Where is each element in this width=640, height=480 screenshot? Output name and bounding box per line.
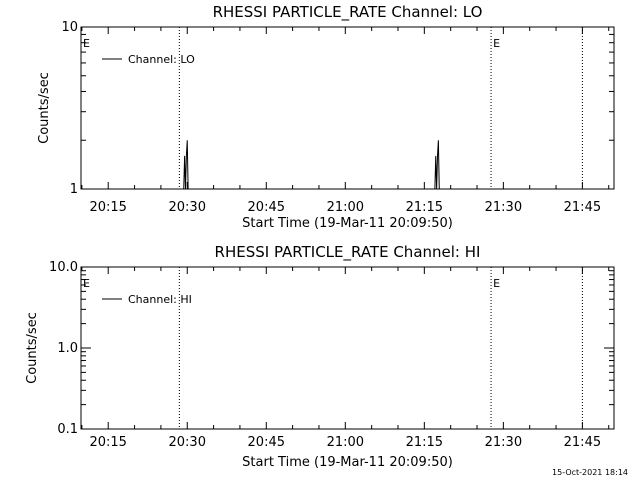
timestamp-label: 15-Oct-2021 18:14 xyxy=(552,468,628,477)
x-tick-label: 20:45 xyxy=(248,435,285,450)
series-line xyxy=(183,140,440,190)
x-tick-label: 20:45 xyxy=(248,200,285,215)
x-tick-label: 21:45 xyxy=(564,200,601,215)
legend-entry: Channel: HI xyxy=(128,293,192,306)
x-tick-label: 20:30 xyxy=(169,435,206,450)
y-tick-label: 10.0 xyxy=(49,260,78,275)
chart-title: RHESSI PARTICLE_RATE Channel: LO xyxy=(213,3,483,22)
x-tick-label: 21:00 xyxy=(327,435,364,450)
x-tick-label: 21:00 xyxy=(327,200,364,215)
y-tick-label: 10 xyxy=(61,20,78,35)
x-tick-label: 21:15 xyxy=(406,435,443,450)
y-axis-label: Counts/sec xyxy=(37,72,52,144)
event-marker-label: E xyxy=(83,37,90,50)
x-axis-label: Start Time (19-Mar-11 20:09:50) xyxy=(242,455,453,470)
legend-entry: Channel: LO xyxy=(128,53,195,66)
event-marker-label: E xyxy=(493,277,500,290)
x-tick-label: 20:15 xyxy=(89,200,126,215)
x-tick-label: 20:15 xyxy=(89,435,126,450)
y-tick-label: 1.0 xyxy=(57,341,78,356)
x-tick-label: 21:30 xyxy=(485,200,522,215)
x-axis-label: Start Time (19-Mar-11 20:09:50) xyxy=(242,216,453,231)
x-tick-label: 21:45 xyxy=(564,435,601,450)
panel-lo-channel: RHESSI PARTICLE_RATE Channel: LO 20:15 20:… xyxy=(37,3,615,231)
x-tick-label: 21:30 xyxy=(485,435,522,450)
y-axis-label: Counts/sec xyxy=(25,312,40,384)
x-tick-label: 21:15 xyxy=(406,200,443,215)
event-marker-label: E xyxy=(83,277,90,290)
chart-title: RHESSI PARTICLE_RATE Channel: HI xyxy=(215,243,481,262)
event-marker-label: E xyxy=(493,37,500,50)
panel-hi-channel: RHESSI PARTICLE_RATE Channel: HI 20:15 20:… xyxy=(25,243,615,470)
x-tick-label: 20:30 xyxy=(169,200,206,215)
y-tick-label: 1 xyxy=(70,182,78,197)
y-tick-label: 0.1 xyxy=(57,422,78,437)
